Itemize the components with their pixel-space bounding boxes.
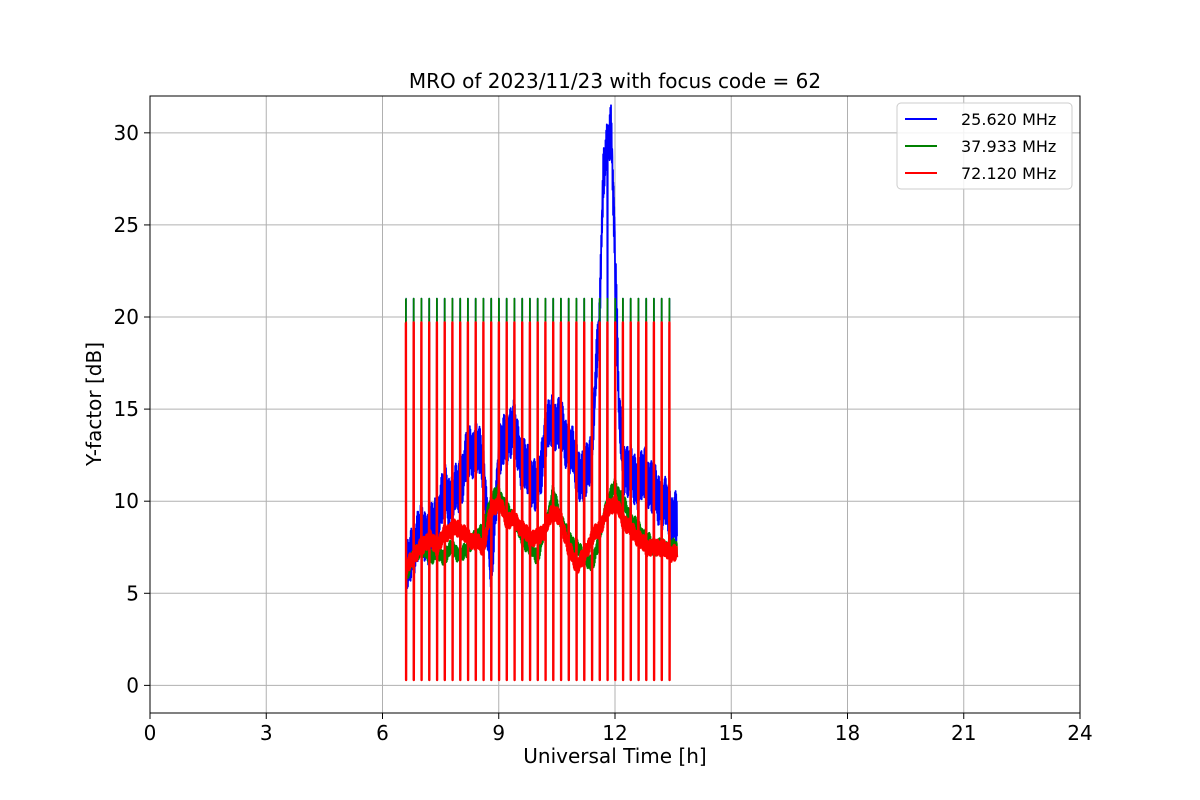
y-tick-label: 30 <box>114 121 139 145</box>
legend: 25.620 MHz 37.933 MHz 72.120 MHz <box>896 102 1073 190</box>
plot-area <box>404 104 679 682</box>
x-tick-label: 3 <box>260 721 273 745</box>
y-axis-label: Y-factor [dB] <box>82 342 106 467</box>
x-tick-label: 9 <box>492 721 505 745</box>
x-tick-label: 15 <box>719 721 744 745</box>
x-axis: 0 3 6 9 12 15 18 21 24 <box>144 713 1093 745</box>
y-tick-label: 10 <box>114 489 139 513</box>
x-axis-label: Universal Time [h] <box>523 744 706 768</box>
chart-title: MRO of 2023/11/23 with focus code = 62 <box>409 69 821 93</box>
legend-box <box>896 102 1073 190</box>
x-tick-label: 12 <box>602 721 627 745</box>
legend-label: 37.933 MHz <box>961 137 1056 156</box>
x-tick-label: 21 <box>951 721 976 745</box>
y-tick-label: 0 <box>126 673 139 697</box>
x-tick-label: 6 <box>376 721 389 745</box>
legend-label: 72.120 MHz <box>961 164 1056 183</box>
x-tick-label: 0 <box>144 721 157 745</box>
y-tick-label: 5 <box>126 581 139 605</box>
y-tick-label: 15 <box>114 397 139 421</box>
y-axis: 0 5 10 15 20 25 30 <box>114 121 150 697</box>
y-tick-label: 25 <box>114 213 139 237</box>
legend-label: 25.620 MHz <box>961 110 1056 129</box>
x-tick-label: 18 <box>835 721 860 745</box>
series-line-2 <box>404 321 679 682</box>
x-tick-label: 24 <box>1067 721 1092 745</box>
y-tick-label: 20 <box>114 305 139 329</box>
